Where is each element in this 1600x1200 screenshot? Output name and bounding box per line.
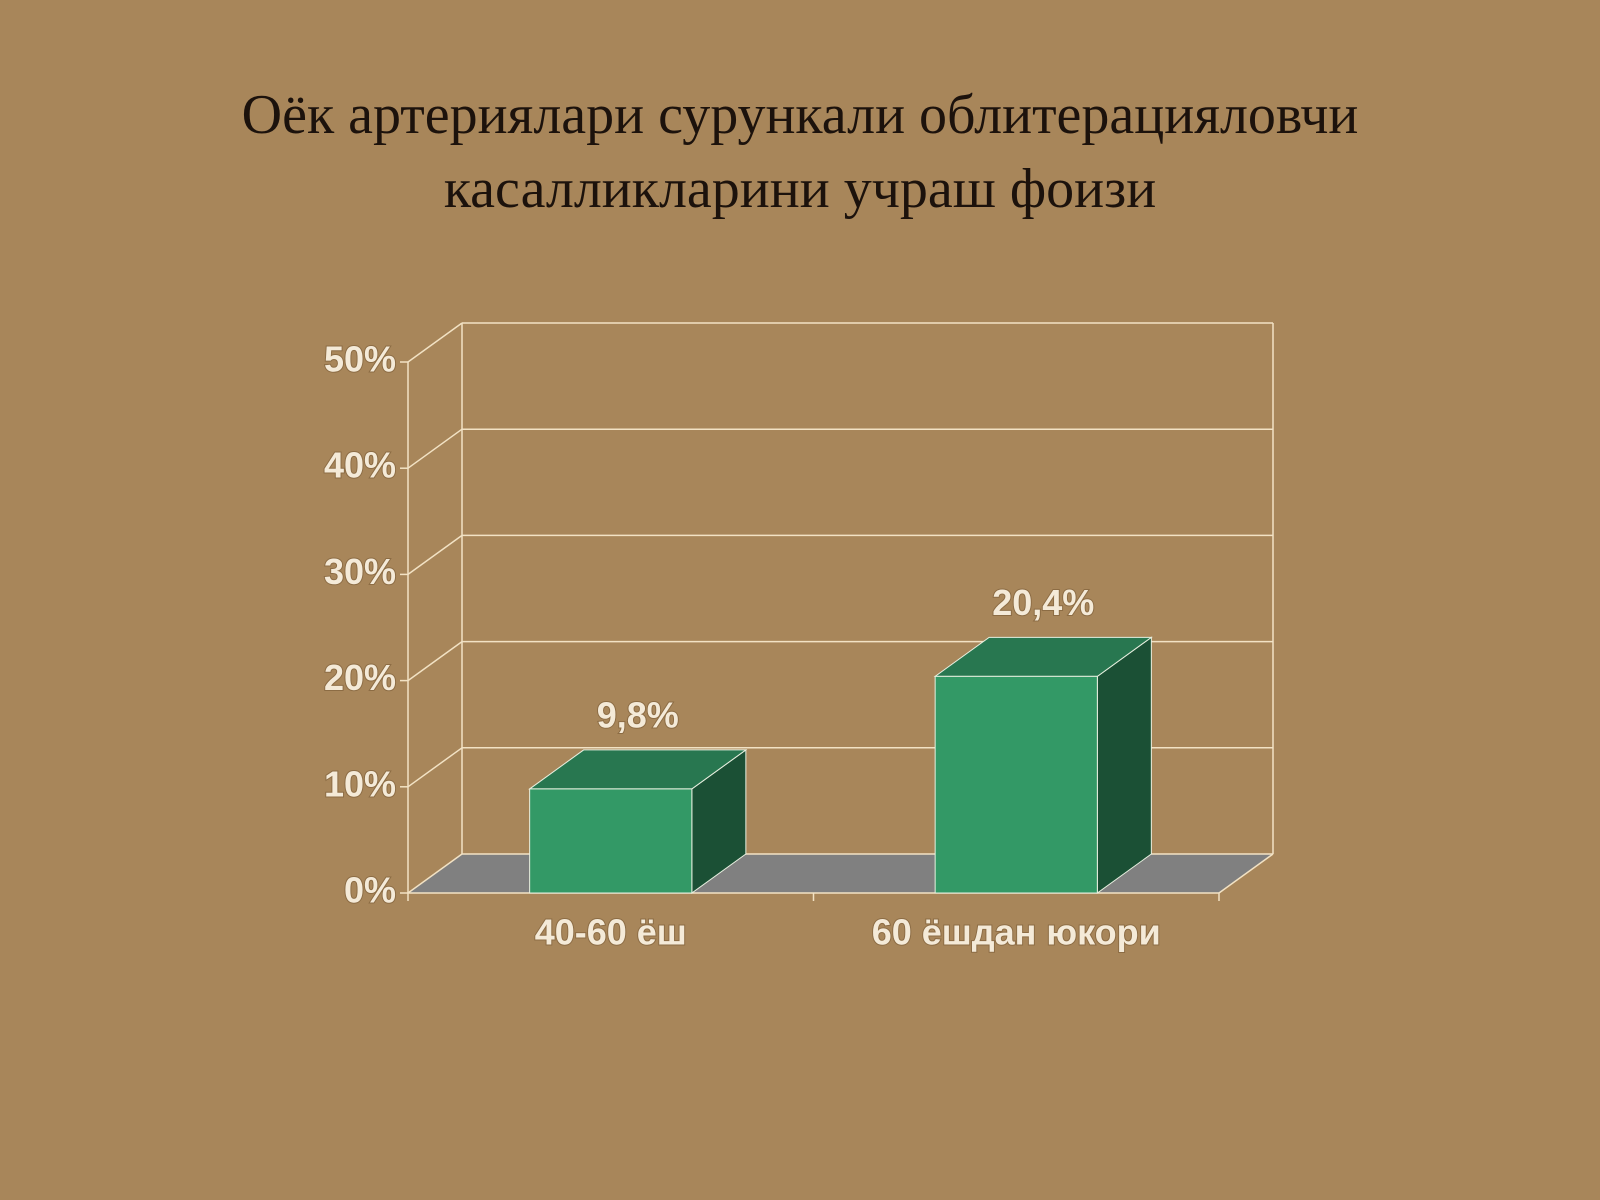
grid-line (407, 322, 463, 363)
y-tick-label: 20% (324, 657, 396, 698)
y-tick-label: 50% (324, 339, 396, 380)
grid-line (407, 747, 463, 788)
y-tick-label: 10% (324, 763, 396, 804)
x-tick-label: 60 ёшдан юкори (872, 912, 1161, 953)
bar (529, 788, 693, 894)
y-tick-label: 0% (344, 870, 396, 911)
value-label: 20,4% (992, 582, 1094, 623)
grid-line (407, 640, 463, 682)
y-tick-label: 30% (324, 551, 396, 592)
value-label: 9,8% (597, 694, 679, 735)
x-tick-label: 40-60 ёш (535, 912, 687, 953)
y-tick-label: 40% (324, 445, 396, 486)
chart-title: Оёк артериялари сурункали облитерациялов… (241, 84, 1359, 220)
floor-edge (1218, 853, 1274, 894)
grid-line (407, 853, 463, 894)
bar (934, 675, 1098, 894)
grid-line (407, 428, 463, 469)
grid-line (407, 534, 463, 576)
bar-side (1096, 636, 1152, 894)
